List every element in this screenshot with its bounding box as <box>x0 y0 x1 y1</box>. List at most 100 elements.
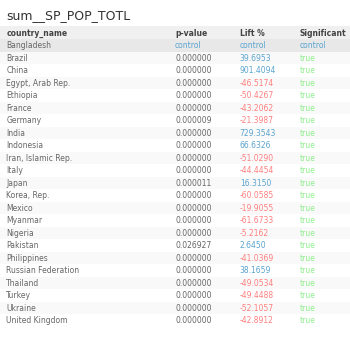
Bar <box>0 226 350 239</box>
Text: 0.000000: 0.000000 <box>175 79 211 88</box>
Bar <box>0 301 350 314</box>
Text: -42.8912: -42.8912 <box>240 316 274 325</box>
Text: true: true <box>299 304 315 313</box>
Text: 0.000000: 0.000000 <box>175 191 211 200</box>
Text: 38.1659: 38.1659 <box>240 266 271 275</box>
Text: 0.000000: 0.000000 <box>175 66 211 75</box>
Text: Indonesia: Indonesia <box>6 141 43 150</box>
Text: true: true <box>299 141 315 150</box>
Text: -52.1057: -52.1057 <box>240 304 274 313</box>
Text: 0.000000: 0.000000 <box>175 166 211 175</box>
Text: Mexico: Mexico <box>6 204 33 213</box>
Bar <box>0 39 350 51</box>
Text: true: true <box>299 204 315 213</box>
Text: 0.000009: 0.000009 <box>175 116 211 125</box>
Text: true: true <box>299 316 315 325</box>
Text: control: control <box>299 41 326 50</box>
Text: true: true <box>299 279 315 288</box>
Text: 0.000000: 0.000000 <box>175 279 211 288</box>
Text: 0.000000: 0.000000 <box>175 266 211 275</box>
Text: China: China <box>6 66 28 75</box>
Text: true: true <box>299 191 315 200</box>
Text: sum__SP_POP_TOTL: sum__SP_POP_TOTL <box>6 9 131 22</box>
Text: p-value: p-value <box>175 28 207 37</box>
Bar <box>0 202 350 214</box>
Text: control: control <box>175 41 202 50</box>
Text: Ukraine: Ukraine <box>6 304 36 313</box>
Text: -41.0369: -41.0369 <box>240 254 274 263</box>
Text: 0.000000: 0.000000 <box>175 291 211 300</box>
Bar <box>0 77 350 89</box>
Text: Myanmar: Myanmar <box>6 216 42 225</box>
Text: true: true <box>299 79 315 88</box>
Text: Philippines: Philippines <box>6 254 48 263</box>
Text: 2.6450: 2.6450 <box>240 241 266 250</box>
Text: Lift %: Lift % <box>240 28 265 37</box>
Bar <box>0 64 350 77</box>
Text: true: true <box>299 54 315 63</box>
Bar <box>0 252 350 264</box>
Bar <box>0 126 350 139</box>
Bar <box>0 152 350 164</box>
Text: Korea, Rep.: Korea, Rep. <box>6 191 50 200</box>
Text: country_name: country_name <box>6 28 68 37</box>
Text: true: true <box>299 116 315 125</box>
Bar <box>0 51 350 64</box>
Text: true: true <box>299 254 315 263</box>
Text: France: France <box>6 104 32 113</box>
Text: 0.000000: 0.000000 <box>175 141 211 150</box>
Text: Significant: Significant <box>299 28 346 37</box>
Text: true: true <box>299 229 315 238</box>
Text: 39.6953: 39.6953 <box>240 54 271 63</box>
Text: Germany: Germany <box>6 116 41 125</box>
Text: 0.000000: 0.000000 <box>175 304 211 313</box>
Text: true: true <box>299 154 315 163</box>
Text: Italy: Italy <box>6 166 23 175</box>
Text: true: true <box>299 216 315 225</box>
Text: -44.4454: -44.4454 <box>240 166 274 175</box>
Text: -51.0290: -51.0290 <box>240 154 274 163</box>
Text: -19.9055: -19.9055 <box>240 204 274 213</box>
Bar <box>0 264 350 276</box>
Text: -46.5174: -46.5174 <box>240 79 274 88</box>
Text: -50.4267: -50.4267 <box>240 91 274 100</box>
Text: true: true <box>299 179 315 188</box>
Text: -60.0585: -60.0585 <box>240 191 274 200</box>
Text: Russian Federation: Russian Federation <box>6 266 79 275</box>
Bar <box>0 89 350 102</box>
Text: Turkey: Turkey <box>6 291 31 300</box>
Text: 0.000000: 0.000000 <box>175 204 211 213</box>
Text: Iran, Islamic Rep.: Iran, Islamic Rep. <box>6 154 72 163</box>
Text: 729.3543: 729.3543 <box>240 129 276 138</box>
Text: 0.000011: 0.000011 <box>175 179 211 188</box>
Text: true: true <box>299 129 315 138</box>
Text: -43.2062: -43.2062 <box>240 104 274 113</box>
Text: 0.000000: 0.000000 <box>175 154 211 163</box>
Bar <box>0 102 350 114</box>
Text: 901.4094: 901.4094 <box>240 66 276 75</box>
Text: 0.000000: 0.000000 <box>175 104 211 113</box>
Text: 0.000000: 0.000000 <box>175 91 211 100</box>
Text: true: true <box>299 66 315 75</box>
Bar <box>0 214 350 226</box>
Text: Egypt, Arab Rep.: Egypt, Arab Rep. <box>6 79 71 88</box>
Text: 0.000000: 0.000000 <box>175 129 211 138</box>
Bar <box>0 314 350 327</box>
Text: 16.3150: 16.3150 <box>240 179 271 188</box>
Text: true: true <box>299 291 315 300</box>
Text: Bangladesh: Bangladesh <box>6 41 51 50</box>
Text: 0.000000: 0.000000 <box>175 54 211 63</box>
Bar <box>0 176 350 189</box>
Text: Ethiopia: Ethiopia <box>6 91 38 100</box>
Bar <box>0 189 350 202</box>
Text: Japan: Japan <box>6 179 28 188</box>
Bar <box>0 114 350 126</box>
Text: control: control <box>240 41 266 50</box>
Text: United Kingdom: United Kingdom <box>6 316 68 325</box>
Bar <box>0 289 350 301</box>
Bar <box>0 139 350 152</box>
Text: -5.2162: -5.2162 <box>240 229 269 238</box>
Bar <box>0 239 350 252</box>
Text: true: true <box>299 91 315 100</box>
Text: 66.6326: 66.6326 <box>240 141 271 150</box>
